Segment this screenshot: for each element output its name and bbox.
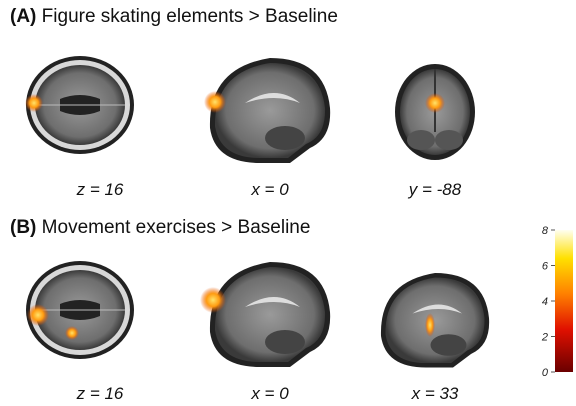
brain-slice xyxy=(204,58,330,163)
colorbar-tick-label: 2 xyxy=(541,332,548,344)
panel-title: (A) Figure skating elements > Baseline xyxy=(10,6,338,27)
colorbar-tick-label: 6 xyxy=(542,261,549,273)
panel-title: (B) Movement exercises > Baseline xyxy=(10,217,310,238)
slice-label: z = 16 xyxy=(76,180,124,199)
slice-label: x = 33 xyxy=(411,384,459,403)
colorbar xyxy=(555,230,573,372)
colorbar-tick-label: 0 xyxy=(542,367,549,379)
brain-slice xyxy=(25,56,134,154)
brain-slice xyxy=(26,261,134,359)
slice-label: x = 0 xyxy=(250,180,289,199)
slice-label: z = 16 xyxy=(76,384,124,403)
colorbar-tick-label: 8 xyxy=(542,225,549,237)
brain-slice xyxy=(200,262,330,367)
brain-slice xyxy=(395,64,475,160)
slice-label: y = -88 xyxy=(408,180,462,199)
colorbar-tick-label: 4 xyxy=(542,296,548,308)
brain-slice xyxy=(381,273,489,368)
figure: (A) Figure skating elements > Baseline z… xyxy=(0,0,576,406)
slice-label: x = 0 xyxy=(250,384,289,403)
